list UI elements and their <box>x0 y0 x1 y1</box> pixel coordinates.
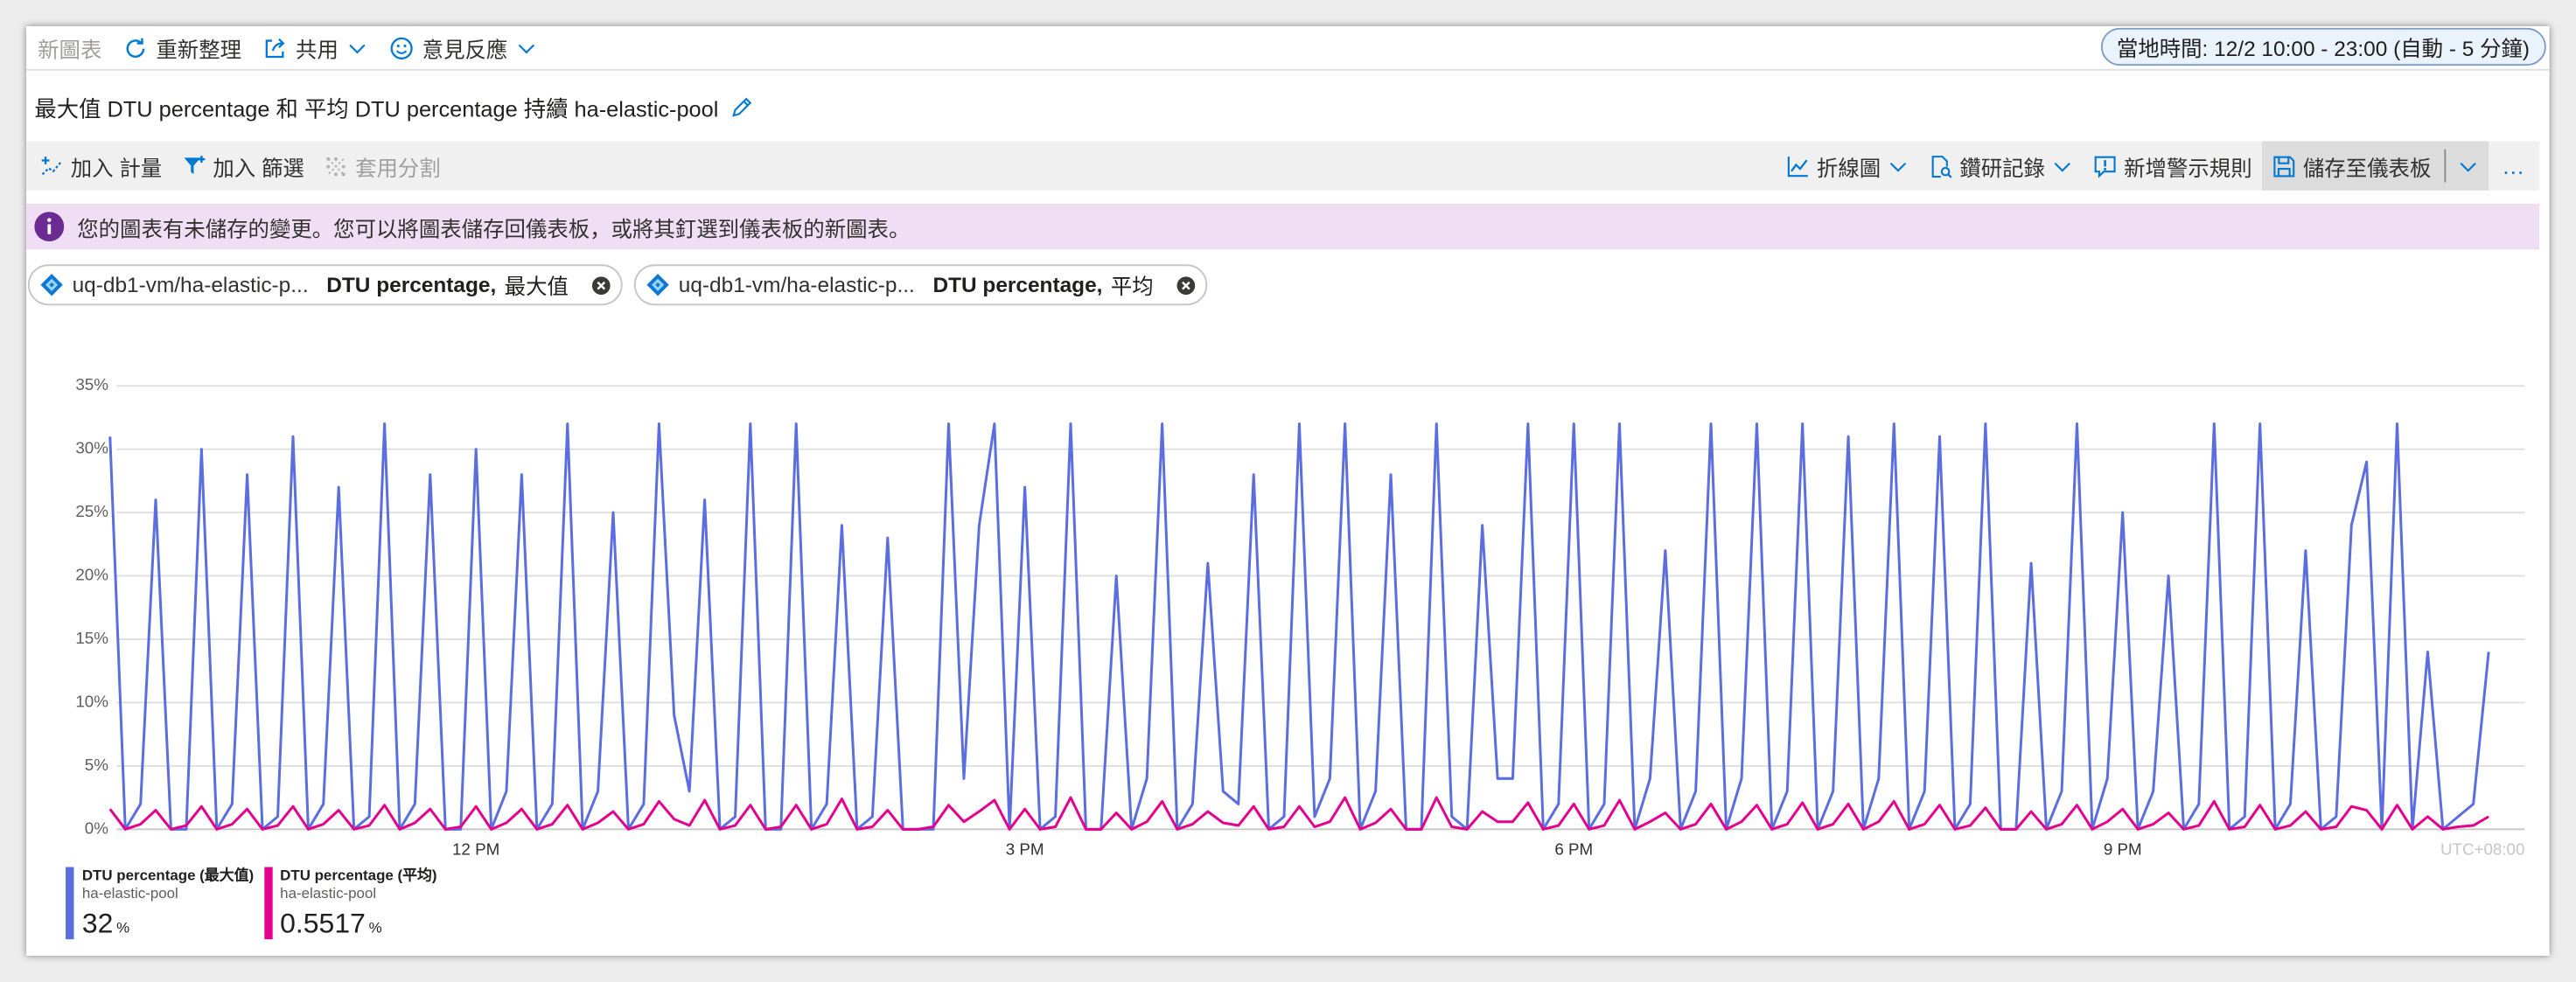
drill-logs-label: 鑽研記錄 <box>1959 155 2046 180</box>
metric-pill-aggregation: 最大值 <box>504 274 569 299</box>
y-tick-label: 15% <box>75 629 108 647</box>
drill-logs-icon <box>1931 155 1952 178</box>
chart-toolbar: 新圖表 重新整理 共用 意見反應 當地時間: 12/2 10:00 - 23:0… <box>26 26 2550 71</box>
legend-item[interactable]: DTU percentage (最大值) ha-elastic-pool 32% <box>66 867 254 944</box>
legend-resource: ha-elastic-pool <box>81 885 178 902</box>
close-circle-icon[interactable] <box>1175 274 1197 296</box>
x-tick-label: 3 PM <box>1006 840 1044 859</box>
legend-value: 32 <box>81 908 114 940</box>
chevron-down-icon <box>2054 162 2070 171</box>
chart-legend: DTU percentage (最大值) ha-elastic-pool 32%… <box>66 867 437 944</box>
legend-value: 0.5517 <box>280 908 366 940</box>
legend-item[interactable]: DTU percentage (平均) ha-elastic-pool 0.55… <box>263 867 437 944</box>
new-alert-rule-label: 新增警示規則 <box>2124 155 2252 180</box>
chevron-down-icon <box>518 43 535 53</box>
time-range-picker[interactable]: 當地時間: 12/2 10:00 - 23:00 (自動 - 5 分鐘) <box>2100 27 2546 66</box>
refresh-icon <box>126 37 145 58</box>
new-alert-rule-button[interactable]: 新增警示規則 <box>2083 141 2262 190</box>
legend-value-row: 32% <box>82 908 254 944</box>
chevron-down-icon[interactable] <box>2457 155 2478 176</box>
legend-value-row: 0.5517% <box>280 908 436 944</box>
alert-rule-icon <box>2094 155 2116 178</box>
resource-diamond-icon <box>40 274 63 296</box>
apply-splitting-label: 套用分割 <box>355 155 441 180</box>
share-label: 共用 <box>296 37 339 62</box>
refresh-label: 重新整理 <box>156 37 242 62</box>
add-filter-label: 加入 篩選 <box>213 155 304 180</box>
command-bar: 加入 計量 加入 篩選 套用分割 折線圖 鑽研記錄 <box>26 141 2540 191</box>
x-axis-timezone-note: UTC+08:00 <box>2440 840 2524 859</box>
x-tick-label: 12 PM <box>452 840 499 859</box>
new-chart-button[interactable]: 新圖表 <box>38 37 102 62</box>
banner-text: 您的圖表有未儲存的變更。您可以將圖表儲存回儀表板，或將其釘選到儀表板的新圖表。 <box>77 215 911 241</box>
x-tick-label: 9 PM <box>2104 840 2142 859</box>
metric-pill-aggregation: 平均 <box>1110 274 1154 299</box>
y-tick-label: 0% <box>85 818 108 837</box>
chart-type-label: 折線圖 <box>1816 155 1881 180</box>
legend-resource: ha-elastic-pool <box>280 885 377 902</box>
share-icon <box>265 38 285 58</box>
command-bar-right: 折線圖 鑽研記錄 新增警示規則 儲存至儀表板 … <box>1776 141 2539 191</box>
metric-pill-resource: uq-db1-vm/ha-elastic-p... <box>72 272 309 297</box>
chart-title-row: 最大值 DTU percentage 和 平均 DTU percentage 持… <box>34 90 754 123</box>
chevron-down-icon <box>1889 162 1907 171</box>
add-metric-label: 加入 計量 <box>70 155 163 180</box>
metric-pill-resource: uq-db1-vm/ha-elastic-p... <box>678 272 915 297</box>
close-circle-icon[interactable] <box>590 274 612 296</box>
split-button-divider <box>2444 149 2447 183</box>
feedback-button[interactable]: 意見反應 <box>389 32 537 64</box>
y-tick-label: 5% <box>85 756 108 774</box>
metric-pill-metric: DTU percentage, <box>932 272 1103 297</box>
legend-text: DTU percentage (最大值) ha-elastic-pool 32% <box>82 867 254 944</box>
line-chart[interactable]: 0% 5% 10% 15% 20% 25% 30% 35% 12 PM 3 PM 6 PM 9 PM U… <box>26 355 2550 864</box>
series-line-dtu-avg <box>108 796 2489 831</box>
y-tick-label: 35% <box>75 375 108 393</box>
metric-pill[interactable]: uq-db1-vm/ha-elastic-p... DTU percentage… <box>27 264 623 306</box>
pencil-edit-icon[interactable] <box>730 94 755 119</box>
legend-color-bar <box>263 867 272 940</box>
y-tick-label: 25% <box>75 502 108 520</box>
line-chart-icon <box>1787 156 1808 177</box>
command-bar-left: 加入 計量 加入 篩選 套用分割 <box>30 141 450 190</box>
chevron-down-icon <box>349 43 366 53</box>
y-tick-label: 20% <box>75 566 108 584</box>
metric-pill-metric: DTU percentage, <box>326 272 497 297</box>
save-icon <box>2273 155 2295 177</box>
refresh-button[interactable]: 重新整理 <box>123 32 241 64</box>
resource-diamond-icon <box>646 274 669 296</box>
apply-splitting-button[interactable]: 套用分割 <box>314 141 450 190</box>
metrics-chart-panel: 新圖表 重新整理 共用 意見反應 當地時間: 12/2 10:00 - 23:0… <box>26 26 2550 956</box>
legend-unit: % <box>116 919 130 937</box>
save-to-dashboard-button[interactable]: 儲存至儀表板 <box>2261 141 2489 191</box>
legend-series-name: DTU percentage (最大值) <box>81 867 255 884</box>
chart-title: 最大值 DTU percentage 和 平均 DTU percentage 持… <box>34 96 719 122</box>
feedback-label: 意見反應 <box>422 37 508 62</box>
y-tick-label: 30% <box>75 439 108 457</box>
x-tick-label: 6 PM <box>1554 840 1593 859</box>
add-metric-button[interactable]: 加入 計量 <box>30 141 172 190</box>
legend-unit: % <box>368 919 382 937</box>
legend-color-bar <box>66 867 74 940</box>
chart-type-button[interactable]: 折線圖 <box>1776 141 1918 190</box>
add-filter-icon <box>183 155 205 174</box>
save-to-dashboard-label: 儲存至儀表板 <box>2302 155 2432 180</box>
y-tick-label: 10% <box>75 692 108 710</box>
more-options-button[interactable]: … <box>2502 152 2527 179</box>
unsaved-changes-banner: 您的圖表有未儲存的變更。您可以將圖表儲存回儀表板，或將其釘選到儀表板的新圖表。 <box>26 203 2540 250</box>
drill-logs-button[interactable]: 鑽研記錄 <box>1918 141 2083 190</box>
apply-splitting-icon <box>326 156 346 176</box>
add-metric-icon <box>41 156 62 175</box>
legend-text: DTU percentage (平均) ha-elastic-pool 0.55… <box>280 867 436 944</box>
info-icon <box>34 212 65 242</box>
metric-pills: uq-db1-vm/ha-elastic-p... DTU percentage… <box>27 264 1208 306</box>
series-line-dtu-max <box>108 422 2490 831</box>
add-filter-button[interactable]: 加入 篩選 <box>171 141 314 190</box>
legend-series-name: DTU percentage (平均) <box>280 867 437 884</box>
metric-pill[interactable]: uq-db1-vm/ha-elastic-p... DTU percentage… <box>634 264 1208 306</box>
smile-icon <box>390 36 413 59</box>
share-button[interactable]: 共用 <box>262 32 367 64</box>
